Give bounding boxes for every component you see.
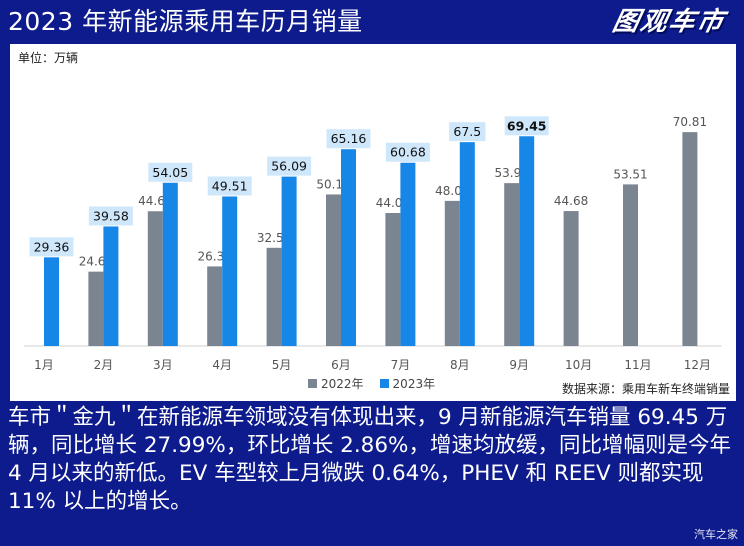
- data-label-2023-8: 67.5: [453, 124, 481, 139]
- x-tick-label-6: 6月: [331, 358, 351, 372]
- bar-2022-3: [147, 211, 163, 346]
- caption-text: 车市＂金九＂在新能源车领域没有体现出来，9 月新能源汽车销量 69.45 万辆，…: [8, 405, 731, 514]
- legend-swatch-2023: [379, 379, 389, 388]
- data-label-bg-2023-7: [385, 142, 430, 162]
- bar-2022-8: [444, 200, 460, 346]
- bar-2023-5: [281, 176, 297, 346]
- bar-2022-6: [326, 194, 341, 346]
- bar-2022-12: [682, 132, 698, 346]
- data-label-bg-2023-1: [29, 237, 74, 257]
- data-label-2023-6: 65.16: [331, 131, 367, 146]
- legend: 2022年 2023年: [308, 375, 435, 392]
- data-label-2023-9: 69.45: [507, 118, 547, 133]
- data-label-bg-2023-9: [504, 116, 549, 136]
- data-label-2023-1: 29.36: [34, 239, 70, 254]
- bar-2023-4: [222, 196, 238, 346]
- bar-2023-8: [459, 142, 475, 346]
- x-tick-label-5: 5月: [272, 358, 292, 372]
- data-label-2023-2: 39.58: [93, 208, 129, 223]
- unit-label: 单位：万辆: [18, 51, 79, 65]
- data-label-2023-7: 60.68: [390, 145, 426, 160]
- legend-item-2022: 2022年: [308, 375, 364, 392]
- bar-2022-4: [207, 266, 223, 346]
- x-tick-label-7: 7月: [391, 358, 411, 372]
- bar-2023-9: [519, 136, 535, 346]
- x-tick-label-8: 8月: [450, 358, 470, 372]
- data-label-2022-12: 70.81: [673, 115, 707, 129]
- header: 2023 年新能源乘用车历月销量 图观车市: [0, 0, 744, 44]
- bar-2022-5: [266, 247, 282, 346]
- chart-title: 2023 年新能源乘用车历月销量: [8, 7, 363, 36]
- bar-2023-2: [103, 226, 119, 346]
- data-label-bg-2023-6: [326, 129, 371, 149]
- bar-2023-3: [162, 182, 178, 346]
- legend-item-2023: 2023年: [379, 375, 436, 392]
- data-label-2023-5: 56.09: [271, 159, 307, 174]
- data-label-2022-11: 53.51: [613, 167, 647, 181]
- bar-chart: 29.361月24.6239.582月44.6254.053月26.3549.5…: [24, 115, 722, 372]
- x-tick-label-12: 12月: [684, 358, 711, 372]
- data-label-bg-2023-3: [148, 162, 193, 182]
- data-label-2022-10: 44.68: [554, 194, 588, 208]
- data-label-2023-4: 49.51: [212, 178, 248, 193]
- x-tick-label-10: 10月: [565, 358, 592, 372]
- x-tick-label-4: 4月: [212, 358, 232, 372]
- bar-2023-7: [400, 162, 416, 346]
- bar-2023-6: [341, 149, 356, 346]
- data-label-bg-2023-2: [88, 206, 133, 226]
- data-label-2023-3: 54.05: [152, 165, 188, 180]
- x-tick-label-9: 9月: [509, 358, 529, 372]
- x-tick-label-1: 1月: [34, 358, 54, 372]
- bar-2023-1: [44, 257, 59, 346]
- legend-label-2022: 2022年: [321, 377, 364, 391]
- brand-logo: 图观车市: [609, 7, 729, 37]
- bar-2022-10: [563, 211, 579, 346]
- bar-2022-7: [385, 212, 401, 346]
- chart-panel: 单位：万辆 29.36 1月 24.62 39.58 2月 44.62 54.05 3月 26.…: [10, 44, 736, 401]
- data-source: 数据来源：乘用车新车终端销量: [561, 382, 730, 396]
- data-label-bg-2023-8: [449, 122, 486, 142]
- x-tick-label-11: 11月: [624, 358, 651, 372]
- legend-swatch-2022: [308, 379, 317, 388]
- bar-2022-11: [623, 184, 638, 346]
- data-label-bg-2023-4: [207, 176, 252, 196]
- x-tick-label-2: 2月: [94, 358, 114, 372]
- bar-2022-2: [88, 271, 104, 346]
- legend-label-2023: 2023年: [392, 377, 436, 391]
- data-label-bg-2023-5: [267, 156, 312, 176]
- bar-2022-9: [504, 183, 520, 346]
- watermark: 汽车之家: [694, 528, 738, 541]
- x-tick-label-3: 3月: [153, 358, 173, 372]
